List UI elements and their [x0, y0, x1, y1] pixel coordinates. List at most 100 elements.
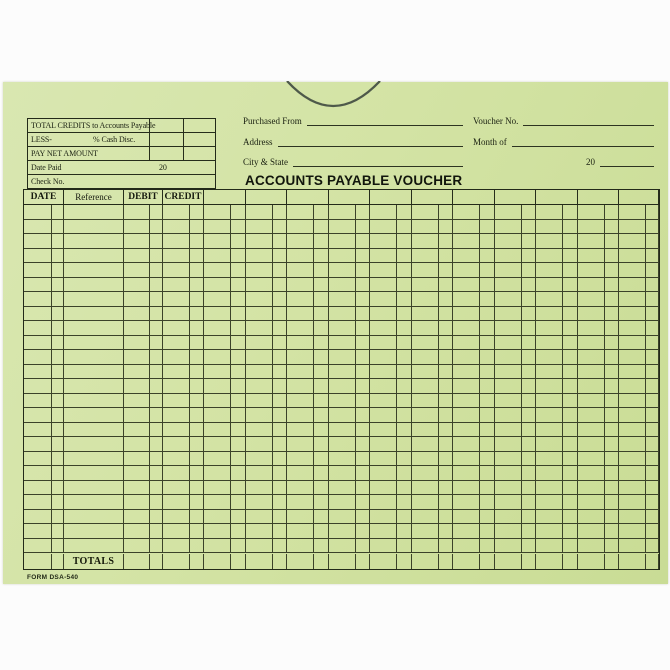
grid-cell — [163, 292, 190, 306]
grid-cell-cents — [273, 335, 287, 350]
grid-cell-cents — [439, 248, 453, 263]
grid-cell-cents — [190, 524, 204, 538]
grid-cell-cents — [605, 219, 619, 234]
grid-cell-cents — [231, 277, 246, 292]
grid-cell — [24, 495, 52, 509]
grid-cell-cents — [356, 524, 370, 538]
grid-cell-cents — [273, 538, 287, 553]
totals-grid-row: TOTALS — [24, 553, 659, 569]
grid-cell — [619, 205, 646, 219]
grid-cell-cents — [480, 292, 495, 306]
grid-cell — [24, 350, 52, 364]
grid-cell-cents — [563, 495, 578, 509]
grid-cell — [287, 205, 314, 219]
grid-cell — [453, 538, 480, 553]
credits-summary-box: TOTAL CREDITS to Accounts Payable LESS- … — [27, 118, 216, 189]
grid-cell — [163, 495, 190, 509]
grid-cell-cents — [439, 364, 453, 379]
grid-cell-cents — [439, 509, 453, 524]
grid-cell-cents — [397, 553, 412, 569]
grid-cell — [370, 437, 397, 451]
grid-cell — [246, 495, 273, 509]
grid-cell-cents — [356, 393, 370, 408]
grid-cell-cents — [605, 451, 619, 466]
grid-cell-cents — [150, 364, 163, 379]
grid-cell — [64, 350, 124, 364]
grid-cell-cents — [190, 263, 204, 277]
grid-cell-cents — [52, 277, 64, 292]
grid-cell-cents — [314, 379, 329, 393]
grid-cell-cents — [273, 234, 287, 248]
grid-cell-cents — [150, 205, 163, 219]
less-label: LESS- % Cash Disc. — [31, 135, 136, 144]
grid-cell — [64, 277, 124, 292]
grid-cell-cents — [397, 248, 412, 263]
grid-cell — [453, 263, 480, 277]
grid-cell — [24, 466, 52, 480]
grid-cell-cents — [356, 292, 370, 306]
grid-cell-cents — [52, 248, 64, 263]
grid-cell-cents — [231, 408, 246, 422]
grid-cell — [329, 292, 356, 306]
grid-cell — [453, 205, 480, 219]
grid-cell — [578, 364, 605, 379]
grid-cell — [495, 538, 522, 553]
grid-cell — [163, 553, 190, 569]
grid-cell — [204, 321, 231, 335]
grid-cell-cents — [190, 451, 204, 466]
city-state-field: City & State — [243, 154, 463, 167]
grid-cell — [64, 437, 124, 451]
grid-cell-cents — [605, 248, 619, 263]
grid-cell — [412, 466, 439, 480]
grid-cell — [329, 205, 356, 219]
column-header-amount-7 — [453, 190, 495, 204]
grid-cell — [578, 379, 605, 393]
grid-cell-cents — [480, 219, 495, 234]
grid-cell-cents — [314, 350, 329, 364]
grid-cell-cents — [522, 393, 536, 408]
date-paid-row: Date Paid 20 — [28, 160, 215, 174]
grid-cell — [619, 393, 646, 408]
month-of-label: Month of — [473, 137, 507, 147]
grid-cell-cents — [356, 234, 370, 248]
grid-cell-cents — [522, 248, 536, 263]
grid-cell — [204, 364, 231, 379]
grid-cell-cents — [190, 306, 204, 321]
grid-cell — [619, 437, 646, 451]
grid-cell-cents — [190, 480, 204, 495]
grid-cell-cents — [231, 234, 246, 248]
grid-cell — [495, 495, 522, 509]
grid-cell — [495, 306, 522, 321]
grid-cell — [124, 364, 150, 379]
grid-cell-cents — [150, 509, 163, 524]
total-credits-label: TOTAL CREDITS to Accounts Payable — [31, 121, 156, 130]
grid-cell — [246, 205, 273, 219]
less-cents-cell — [183, 133, 215, 146]
grid-cell-cents — [356, 263, 370, 277]
grid-cell-cents — [605, 306, 619, 321]
grid-cell-cents — [522, 480, 536, 495]
grid-cell — [536, 205, 563, 219]
grid-cell-cents — [52, 495, 64, 509]
grid-cell — [453, 451, 480, 466]
grid-cell-cents — [356, 219, 370, 234]
grid-cell-cents — [150, 393, 163, 408]
grid-cell-cents — [314, 495, 329, 509]
grid-cell — [24, 263, 52, 277]
grid-cell — [204, 422, 231, 437]
grid-cell-cents — [52, 379, 64, 393]
grid-cell — [329, 451, 356, 466]
grid-cell — [536, 350, 563, 364]
grid-cell — [204, 277, 231, 292]
grid-cell — [124, 234, 150, 248]
grid-cell-cents — [52, 524, 64, 538]
grid-cell — [287, 335, 314, 350]
grid-cell — [204, 437, 231, 451]
ledger-grid-row — [24, 466, 659, 481]
grid-cell-cents — [314, 205, 329, 219]
grid-cell — [64, 422, 124, 437]
grid-cell-cents — [522, 306, 536, 321]
grid-cell — [453, 234, 480, 248]
grid-cell — [204, 408, 231, 422]
grid-cell-cents — [356, 466, 370, 480]
